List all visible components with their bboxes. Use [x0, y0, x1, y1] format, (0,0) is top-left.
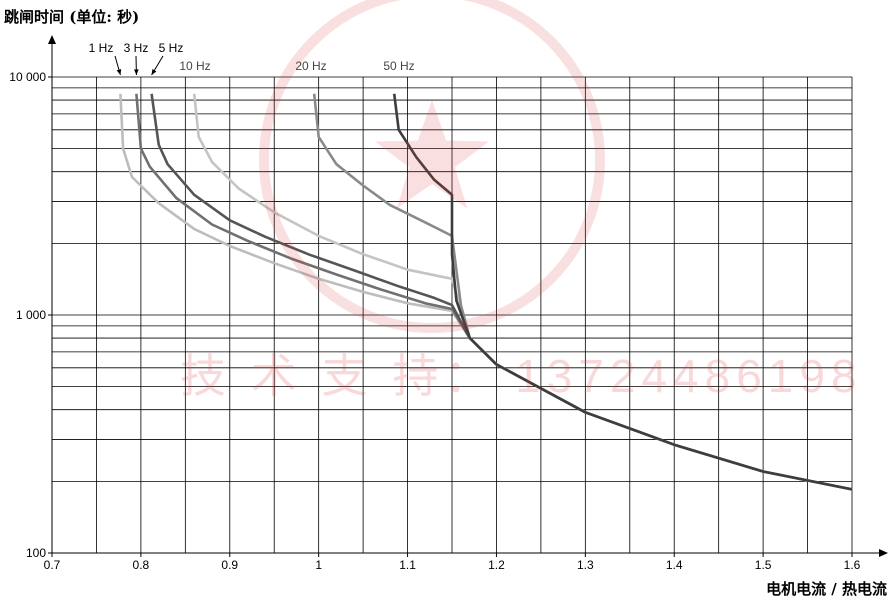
x-tick-label: 1.5	[755, 558, 772, 572]
series-label: 5 Hz	[159, 41, 184, 55]
x-tick-label: 1.3	[577, 558, 594, 572]
x-tick-label: 1.4	[666, 558, 683, 572]
plot-grid	[52, 76, 853, 553]
series-line-50hz	[392, 93, 853, 491]
x-axis-arrow	[879, 549, 888, 557]
x-tick-label: 1.1	[399, 558, 416, 572]
series-label: 10 Hz	[179, 59, 210, 73]
x-tick-label: 0.7	[44, 558, 61, 572]
series-group	[119, 93, 853, 491]
series-label: 1 Hz	[89, 41, 114, 55]
y-tick-label: 1 000	[16, 308, 46, 322]
series-leader-arrow	[151, 69, 157, 75]
watermark-text: 技 术 支 持： 13724486198	[180, 350, 863, 402]
series-label: 3 Hz	[124, 41, 149, 55]
series-line-3hz	[135, 93, 853, 491]
series-line-5hz	[150, 93, 853, 491]
x-axis-title: 电机电流 / 热电流	[766, 580, 887, 598]
seal-ring	[259, 0, 605, 333]
series-line-10hz	[192, 93, 853, 491]
axes: 0.7 0.8 0.9 1 1.1 1.2 1.3 1.4 1.5 1.6 100 1 000 10 0…	[9, 35, 888, 572]
y-axis-title: 跳闸时间 (单位: 秒)	[4, 8, 140, 26]
y-tick-label: 100	[26, 546, 46, 560]
x-tick-label: 0.8	[133, 558, 150, 572]
series-leader-arrow	[116, 69, 122, 75]
seal-star-icon	[374, 100, 490, 209]
x-tick-label: 1.2	[488, 558, 505, 572]
y-axis-arrow	[48, 35, 56, 44]
x-tick-label: 0.9	[221, 558, 238, 572]
series-label: 20 Hz	[295, 59, 326, 73]
series-labels: 1 Hz 3 Hz 5 Hz 10 Hz 20 Hz 50 Hz	[89, 41, 415, 76]
x-tick-label: 1	[315, 558, 322, 572]
seal-watermark	[259, 0, 605, 333]
series-leader-arrow	[133, 69, 139, 75]
series-label: 50 Hz	[383, 59, 414, 73]
x-tick-label: 1.6	[844, 558, 861, 572]
y-tick-label: 10 000	[9, 70, 46, 84]
